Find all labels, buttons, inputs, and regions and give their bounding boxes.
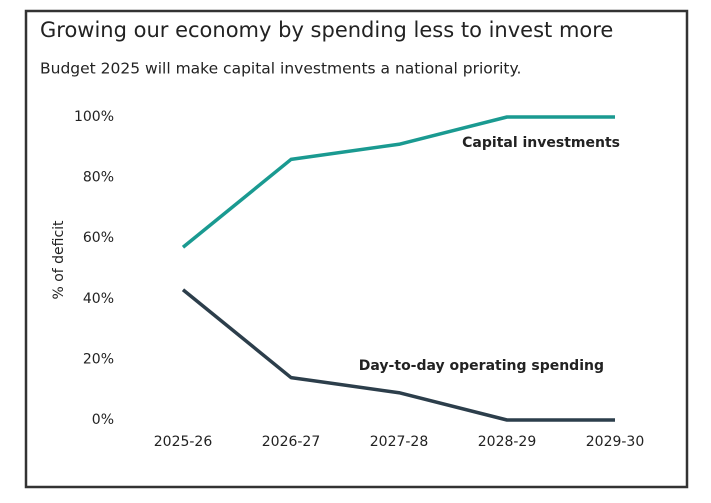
series-line [181, 288, 615, 422]
series-label: Day-to-day operating spending [359, 358, 604, 374]
y-tick-label: 20% [83, 351, 114, 367]
series-label: Capital investments [462, 135, 620, 151]
x-tick-label: 2026-27 [262, 434, 321, 450]
y-tick-label: 100% [74, 109, 114, 125]
y-tick-label: 60% [83, 230, 114, 246]
y-tick-label: 40% [83, 291, 114, 307]
x-tick-label: 2028-29 [478, 434, 537, 450]
y-tick-label: 80% [83, 170, 114, 186]
x-tick-label: 2027-28 [370, 434, 429, 450]
x-tick-label: 2029-30 [586, 434, 645, 450]
y-tick-label: 0% [92, 412, 114, 428]
chart-title: Growing our economy by spending less to … [40, 18, 613, 42]
frame [24, 9, 689, 489]
x-tick-label: 2025-26 [154, 434, 213, 450]
y-axis-label: % of deficit [51, 220, 67, 300]
chart-subtitle: Budget 2025 will make capital investment… [40, 60, 521, 78]
series-line [181, 115, 615, 249]
